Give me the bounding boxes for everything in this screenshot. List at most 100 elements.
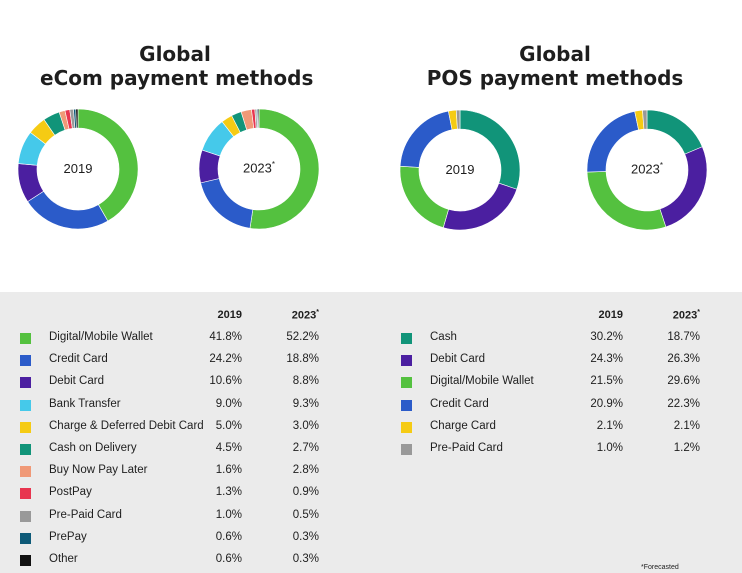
ecom-2019-center-label: 2019 <box>38 161 118 176</box>
ecom-legend-swatch-buy-now-pay-later <box>20 466 31 478</box>
ecom-col-2019-header: 2019 <box>182 309 242 321</box>
pos-legend-label-digital-mobile-wallet: Digital/Mobile Wallet <box>430 375 534 388</box>
pos-2023-slice-debit-card <box>659 146 708 228</box>
ecom-legend-swatch-debit-card <box>20 377 31 389</box>
ecom-2023-forecast-mark: * <box>271 160 276 169</box>
ecom-legend-swatch-pre-paid-card <box>20 510 31 522</box>
ecom-legend-value-2023-pre-paid-card: 0.5% <box>292 508 319 521</box>
pos-legend-value-2019-cash: 30.2% <box>590 331 623 343</box>
ecom-legend-value-2019-digital-mobile-wallet: 41.8% <box>209 331 242 343</box>
ecom-legend-label-digital-mobile-wallet: Digital/Mobile Wallet <box>49 331 153 343</box>
pos-col-2023-header: 2023* <box>640 309 700 322</box>
pos-legend-swatch-credit-card <box>401 399 412 411</box>
ecom-legend-value-2023-prepay: 0.3% <box>292 530 319 543</box>
pos-title-line1: Global <box>519 42 591 66</box>
pos-2023-slice-cash <box>646 109 703 155</box>
pos-legend-swatch-cash <box>401 333 412 344</box>
ecom-legend-value-2019-charge-deferred-debit-card: 5.0% <box>215 419 242 432</box>
pos-2023-donut <box>586 109 708 231</box>
ecom-legend-value-2023-digital-mobile-wallet: 52.2% <box>286 331 319 343</box>
ecom-legend-label-prepay: PrePay <box>49 530 87 543</box>
pos-2019-center-label: 2019 <box>420 162 500 177</box>
pos-legend-value-2023-digital-mobile-wallet: 29.6% <box>667 375 700 388</box>
ecom-legend-value-2023-buy-now-pay-later: 2.8% <box>292 464 319 477</box>
ecom-legend-label-debit-card: Debit Card <box>49 375 104 388</box>
pos-legend-value-2019-debit-card: 24.3% <box>590 353 623 366</box>
ecom-legend-label-charge-deferred-debit-card: Charge & Deferred Debit Card <box>49 419 204 432</box>
ecom-2019-donut <box>17 108 139 230</box>
ecom-legend-row-buy-now-pay-later: Buy Now Pay Later 1.6% 2.8% <box>20 464 360 480</box>
pos-col-2019-header: 2019 <box>563 309 623 321</box>
ecom-2019-year: 2019 <box>63 161 93 176</box>
pos-legend-value-2023-credit-card: 22.3% <box>667 397 700 410</box>
ecom-2023-slice-credit-card <box>200 178 254 229</box>
ecom-2019-slice-other <box>75 108 79 129</box>
pos-col-2023-mark: * <box>697 309 700 316</box>
ecom-legend-row-cash-on-delivery: Cash on Delivery 4.5% 2.7% <box>20 442 360 458</box>
ecom-title-line1: Global <box>139 42 211 66</box>
pos-col-2019-text: 2019 <box>598 309 623 321</box>
pos-legend-row-charge-card: Charge Card 2.1% 2.1% <box>401 420 741 436</box>
ecom-legend-label-cash-on-delivery: Cash on Delivery <box>49 442 137 454</box>
ecom-title-line2: eCom payment methods <box>40 66 314 90</box>
ecom-legend-swatch-prepay <box>20 532 31 544</box>
ecom-legend-label-postpay: PostPay <box>49 486 92 499</box>
ecom-title: Global eCom payment methods <box>40 42 314 90</box>
ecom-legend-swatch-cash-on-delivery <box>20 444 31 455</box>
ecom-legend-value-2023-credit-card: 18.8% <box>286 353 319 366</box>
pos-legend-value-2023-pre-paid-card: 1.2% <box>673 442 700 454</box>
ecom-legend-row-digital-mobile-wallet: Digital/Mobile Wallet 41.8% 52.2% <box>20 331 360 347</box>
ecom-legend-swatch-charge-deferred-debit-card <box>20 421 31 433</box>
ecom-legend-row-debit-card: Debit Card 10.6% 8.8% <box>20 375 360 391</box>
pos-2023-slice-digital-mobile-wallet <box>586 171 667 231</box>
ecom-2023-slice-other <box>257 108 260 129</box>
ecom-col-2023-mark: * <box>316 309 319 316</box>
ecom-legend-label-buy-now-pay-later: Buy Now Pay Later <box>49 464 148 477</box>
ecom-legend-swatch-credit-card <box>20 355 31 367</box>
pos-legend-swatch-charge-card <box>401 421 412 433</box>
ecom-legend-value-2023-charge-deferred-debit-card: 3.0% <box>292 419 319 432</box>
pos-2019-slice-credit-card <box>399 110 453 168</box>
pos-2019-slice-pre-paid-card <box>455 109 461 130</box>
pos-2023-slice-pre-paid-card <box>642 109 648 130</box>
pos-2023-center-label: 2023* <box>607 161 687 176</box>
ecom-legend-value-2019-cash-on-delivery: 4.5% <box>215 442 242 454</box>
ecom-legend-swatch-bank-transfer <box>20 399 31 411</box>
pos-legend-label-debit-card: Debit Card <box>430 353 485 366</box>
ecom-legend-label-other: Other <box>49 553 78 565</box>
pos-2019-year: 2019 <box>445 162 475 177</box>
ecom-legend-value-2019-debit-card: 10.6% <box>209 375 242 388</box>
pos-legend-value-2023-charge-card: 2.1% <box>673 419 700 432</box>
ecom-legend-label-bank-transfer: Bank Transfer <box>49 397 121 410</box>
pos-legend-row-credit-card: Credit Card 20.9% 22.3% <box>401 398 741 414</box>
ecom-legend-row-bank-transfer: Bank Transfer 9.0% 9.3% <box>20 398 360 414</box>
pos-legend-label-charge-card: Charge Card <box>430 419 496 432</box>
pos-legend-value-2023-debit-card: 26.3% <box>667 353 700 366</box>
pos-legend-row-digital-mobile-wallet: Digital/Mobile Wallet 21.5% 29.6% <box>401 375 741 391</box>
pos-legend-value-2019-pre-paid-card: 1.0% <box>596 442 623 454</box>
ecom-2023-center-label: 2023* <box>219 160 299 175</box>
pos-legend-label-credit-card: Credit Card <box>430 397 489 410</box>
ecom-legend-value-2019-buy-now-pay-later: 1.6% <box>215 464 242 477</box>
ecom-legend-swatch-other <box>20 555 31 566</box>
ecom-legend-row-postpay: PostPay 1.3% 0.9% <box>20 486 360 502</box>
ecom-legend-row-pre-paid-card: Pre-Paid Card 1.0% 0.5% <box>20 509 360 525</box>
ecom-legend-row-charge-deferred-debit-card: Charge & Deferred Debit Card 5.0% 3.0% <box>20 420 360 436</box>
ecom-2019-slice-credit-card <box>27 190 109 230</box>
ecom-legend-value-2023-postpay: 0.9% <box>292 486 319 499</box>
ecom-legend-row-prepay: PrePay 0.6% 0.3% <box>20 531 360 547</box>
pos-legend-swatch-pre-paid-card <box>401 444 412 455</box>
pos-legend-label-pre-paid-card: Pre-Paid Card <box>430 442 503 454</box>
pos-legend-label-cash: Cash <box>430 331 457 343</box>
pos-title-line2: POS payment methods <box>426 66 684 90</box>
pos-legend-row-debit-card: Debit Card 24.3% 26.3% <box>401 353 741 369</box>
ecom-legend-value-2019-postpay: 1.3% <box>215 486 242 499</box>
ecom-2023-slice-digital-mobile-wallet <box>249 108 320 230</box>
ecom-legend-value-2019-prepay: 0.6% <box>215 530 242 543</box>
pos-legend-swatch-digital-mobile-wallet <box>401 377 412 389</box>
ecom-legend-value-2019-other: 0.6% <box>215 553 242 565</box>
legend-panel <box>0 292 742 573</box>
ecom-legend-swatch-digital-mobile-wallet <box>20 333 31 344</box>
pos-2023-year: 2023 <box>630 161 660 177</box>
pos-2019-slice-cash <box>459 109 521 190</box>
